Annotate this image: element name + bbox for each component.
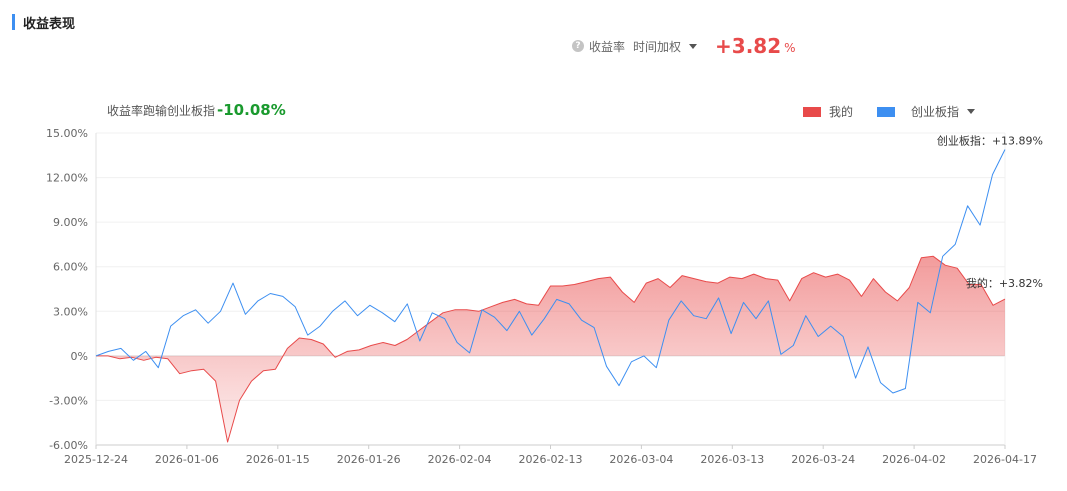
y-tick-label: 9.00% xyxy=(53,216,88,229)
end-label-mine: 我的：+3.82% xyxy=(966,276,1043,290)
y-tick-label: 6.00% xyxy=(53,261,88,274)
x-tick-label: 2026-03-13 xyxy=(700,453,764,466)
y-tick-label: 0% xyxy=(71,350,88,363)
y-tick-label: 12.00% xyxy=(46,172,88,185)
x-tick-label: 2026-02-04 xyxy=(428,453,492,466)
comparison-label: 收益率跑输创业板指 xyxy=(107,104,216,118)
x-tick-label: 2026-01-26 xyxy=(337,453,401,466)
series-line-mine xyxy=(96,255,1006,443)
legend-label-mine: 我的 xyxy=(829,105,854,119)
x-tick-label: 2026-03-24 xyxy=(791,453,855,466)
section-title: 收益表现 xyxy=(23,17,76,32)
legend-item-mine[interactable]: 我的 xyxy=(803,103,853,120)
series-line-benchmark xyxy=(95,149,1006,394)
legend-swatch-mine xyxy=(803,106,821,117)
y-tick-label: -6.00% xyxy=(49,439,88,452)
x-tick-label: 2026-02-13 xyxy=(519,453,583,466)
comparison-value: -10.08% xyxy=(217,101,286,119)
end-label-benchmark: 创业板指：+13.89% xyxy=(937,133,1043,147)
chevron-down-icon xyxy=(967,109,976,114)
series-area-mine xyxy=(96,256,1005,442)
return-value: +3.82 xyxy=(715,34,782,58)
benchmark-dropdown[interactable]: 创业板指 xyxy=(877,103,976,120)
metric-row: ? 收益率 时间加权 +3.82 % xyxy=(572,34,796,58)
help-icon[interactable]: ? xyxy=(572,40,584,52)
y-tick-label: 15.00% xyxy=(46,127,88,140)
x-tick-label: 2026-01-06 xyxy=(155,453,219,466)
x-tick-label: 2026-04-02 xyxy=(882,453,946,466)
weighting-dropdown[interactable]: 时间加权 xyxy=(633,38,698,55)
benchmark-comparison: 收益率跑输创业板指 -10.08% xyxy=(107,101,286,119)
legend-swatch-benchmark xyxy=(877,106,896,117)
y-tick-label: 3.00% xyxy=(53,305,88,318)
x-tick-label: 2026-04-17 xyxy=(973,453,1037,466)
section-accent-bar xyxy=(12,14,15,30)
chevron-down-icon xyxy=(689,43,698,49)
weighting-label: 时间加权 xyxy=(633,39,682,54)
y-tick-label: -3.00% xyxy=(49,394,88,407)
x-tick-label: 2026-01-15 xyxy=(246,453,310,466)
metric-label: 收益率 xyxy=(589,39,626,54)
return-unit: % xyxy=(784,41,796,55)
chart-legend: 我的 创业板指 xyxy=(803,103,976,120)
legend-label-benchmark: 创业板指 xyxy=(911,105,960,119)
x-tick-label: 2026-03-04 xyxy=(609,453,673,466)
x-tick-label: 2025-12-24 xyxy=(64,453,128,466)
